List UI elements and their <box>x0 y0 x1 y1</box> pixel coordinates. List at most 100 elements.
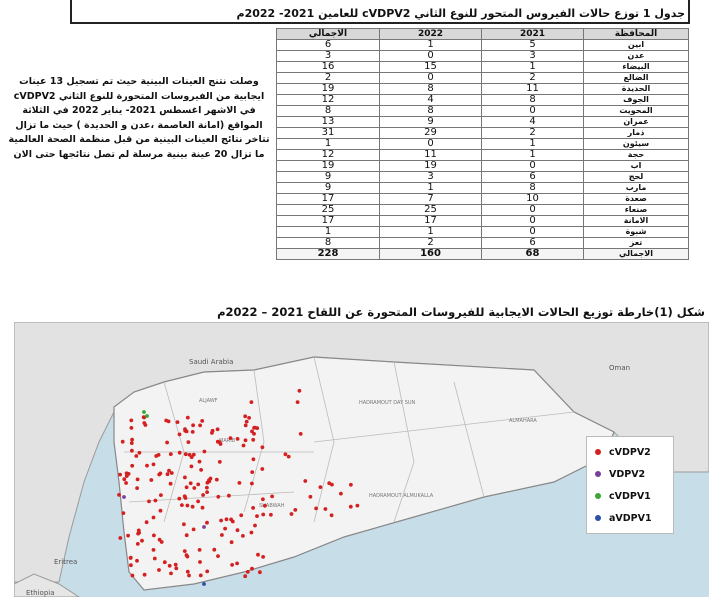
case-marker <box>118 472 122 477</box>
case-marker <box>187 573 191 578</box>
region-names: HADRAMOUT DAY SUN ALMAHARA HADRAMOUT ALM… <box>199 398 537 509</box>
table-row: مارب 8 1 9 <box>276 182 689 194</box>
cell-governorate: البيضاء <box>583 61 689 73</box>
cell-total: 2 <box>276 72 380 84</box>
cell-2022: 1 <box>379 182 482 194</box>
case-marker <box>250 481 254 486</box>
header-total: الاجمالي <box>276 28 380 40</box>
cell-2022: 29 <box>379 127 482 139</box>
case-marker <box>191 452 196 457</box>
case-marker <box>220 533 224 537</box>
case-marker <box>117 493 121 497</box>
legend-dot <box>595 449 601 455</box>
case-marker <box>130 437 134 442</box>
cell-2021: 8 <box>481 182 584 194</box>
table-row: عمران 4 9 13 <box>276 116 689 128</box>
cell-2021: 0 <box>481 105 584 117</box>
cell-2021: 0 <box>481 160 584 172</box>
cell-total: 1 <box>276 138 380 150</box>
case-marker <box>184 485 189 490</box>
cell-governorate: المحويت <box>583 105 689 117</box>
case-marker <box>348 504 353 509</box>
cell-2021: 0 <box>481 204 584 216</box>
legend-dot <box>595 515 601 521</box>
cell-total: 3 <box>276 50 380 62</box>
case-marker <box>258 570 262 575</box>
case-marker <box>297 388 302 393</box>
case-marker <box>129 418 134 423</box>
case-marker <box>205 520 209 525</box>
cell-2021: 3 <box>481 50 584 62</box>
case-marker <box>177 432 182 437</box>
svg-text:ALMAHARA: ALMAHARA <box>509 418 537 424</box>
cell-2022: 0 <box>379 72 482 84</box>
case-marker <box>261 497 265 502</box>
case-marker <box>308 494 313 499</box>
case-marker <box>327 481 332 486</box>
legend-item: aVDPV1 <box>595 511 652 525</box>
case-marker <box>169 571 173 576</box>
cell-2022: 1 <box>379 226 482 238</box>
case-marker <box>142 415 147 420</box>
case-marker <box>339 491 343 496</box>
cell-total: 228 <box>276 248 380 260</box>
table-row: شبوة 0 1 1 <box>276 226 689 238</box>
table-row: حجة 1 11 12 <box>276 149 689 161</box>
cell-total: 19 <box>276 83 380 95</box>
label-oman: Oman <box>609 364 630 372</box>
case-marker <box>228 436 233 440</box>
case-marker <box>152 533 156 538</box>
case-marker <box>256 552 260 557</box>
cell-governorate: اب <box>583 160 689 172</box>
svg-text:HADRAMOUT ALMUKALLA: HADRAMOUT ALMUKALLA <box>369 493 434 499</box>
case-marker <box>230 563 235 567</box>
case-marker <box>140 538 144 543</box>
case-marker <box>255 426 260 430</box>
case-marker <box>144 520 149 525</box>
label-ethiopia: Ethiopia <box>26 589 55 597</box>
case-marker <box>235 561 240 566</box>
case-marker <box>252 426 256 430</box>
map-svg: HADRAMOUT DAY SUN ALMAHARA HADRAMOUT ALM… <box>14 322 709 597</box>
land-yemen <box>113 356 615 591</box>
case-marker <box>147 499 151 504</box>
cell-total: 12 <box>276 149 380 161</box>
cell-2021: 0 <box>481 226 584 238</box>
case-marker <box>251 457 256 462</box>
case-marker <box>190 504 195 509</box>
case-marker <box>255 514 259 518</box>
legend-dot <box>595 493 601 499</box>
case-marker <box>208 476 213 481</box>
case-marker <box>142 410 146 414</box>
case-marker <box>118 536 123 540</box>
case-marker <box>183 475 187 480</box>
cell-governorate: الاجمالي <box>583 248 689 260</box>
case-marker <box>126 533 130 538</box>
cell-2022: 2 <box>379 237 482 249</box>
table-row: اب 0 19 19 <box>276 160 689 172</box>
cell-2022: 8 <box>379 105 482 117</box>
svg-text:SHABWAH: SHABWAH <box>259 503 285 509</box>
table-row: ذمار 2 29 31 <box>276 127 689 139</box>
case-marker <box>270 494 274 499</box>
table-row: تعز 6 2 8 <box>276 237 689 249</box>
svg-text:HADRAMOUT DAY SUN: HADRAMOUT DAY SUN <box>359 400 416 406</box>
top-frame <box>70 0 690 24</box>
case-marker <box>229 517 234 522</box>
cell-total: 19 <box>276 160 380 172</box>
case-marker <box>201 493 206 497</box>
case-marker <box>157 537 162 542</box>
cell-2021: 6 <box>481 171 584 183</box>
case-marker <box>218 442 223 446</box>
case-marker <box>142 421 147 425</box>
label-eritrea: Eritrea <box>54 558 77 566</box>
case-marker <box>190 430 195 434</box>
case-marker <box>184 533 189 538</box>
case-marker <box>122 477 127 482</box>
case-marker <box>158 508 163 513</box>
case-marker <box>168 452 173 456</box>
case-marker <box>185 415 190 420</box>
case-marker <box>198 573 203 578</box>
cell-governorate: الامانة <box>583 215 689 227</box>
case-marker <box>120 439 125 444</box>
